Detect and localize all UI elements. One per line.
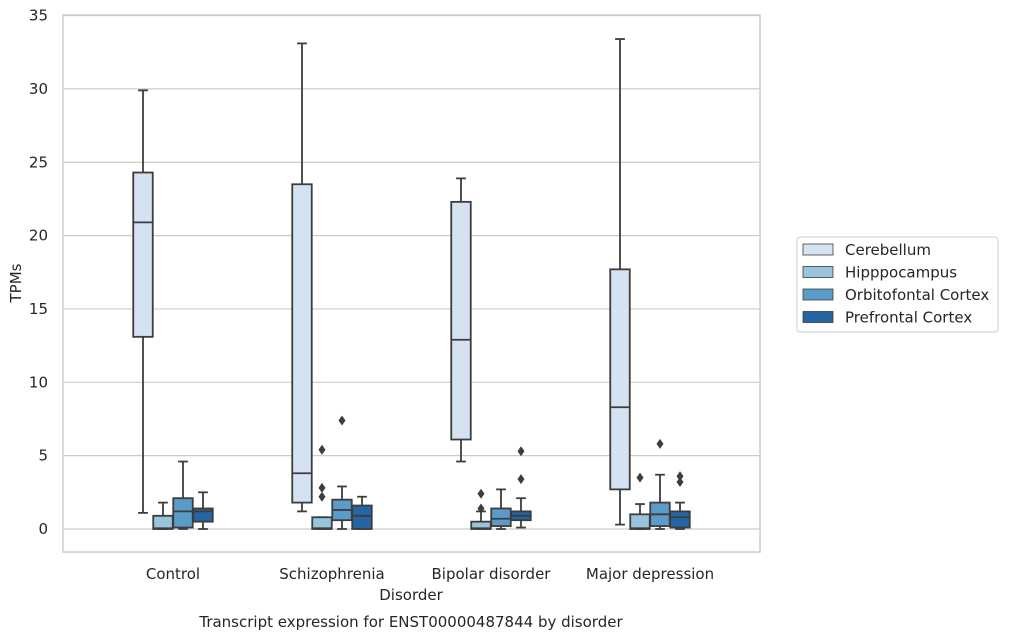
box-iqr [629,513,651,530]
box-3-1 [351,495,373,530]
outlier-point [338,415,346,426]
y-tick-label-15: 15 [29,300,48,318]
box-0-1 [291,42,313,513]
outlier-point [318,444,326,455]
outlier-point [517,474,525,485]
outlier-point [318,482,326,493]
x-tick-label-1: Schizophrenia [279,565,384,583]
y-tick-label-20: 20 [29,227,48,245]
legend-label-1: Hipppocampus [845,264,957,282]
outlier-point [477,488,485,499]
legend-swatch-0 [802,243,834,256]
legend-label-0: Cerebellum [845,241,931,259]
box-2-1 [331,415,353,530]
box-iqr [132,171,154,338]
outlier-point [676,477,684,488]
box-iqr [311,516,333,530]
box-iqr [192,507,214,523]
y-axis-label: TPMs [7,263,25,303]
box-iqr [291,183,313,504]
plot-frame [62,14,761,553]
box-2-0 [172,460,194,530]
y-tick-label-30: 30 [29,80,48,98]
legend-swatch-1 [802,266,834,278]
x-axis-label: Disorder [379,586,443,604]
boxes [132,38,691,530]
box-iqr [172,497,194,529]
box-1-1 [311,444,333,530]
box-1-2 [470,488,492,530]
legend-label-2: Orbitofontal Cortex [845,286,989,304]
y-tick-labels: 0 5 10 15 20 25 30 35 [29,7,48,538]
box-iqr [351,504,373,530]
gridlines [63,14,760,530]
legend-swatch-2 [802,288,834,301]
y-tick-label-5: 5 [38,447,48,465]
legend: Cerebellum Hipppocampus Orbitofontal Corte… [796,236,999,333]
box-iqr [669,510,691,529]
box-2-3 [649,438,671,530]
box-1-3 [629,472,651,530]
x-tick-label-3: Major depression [586,565,714,583]
y-tick-label-10: 10 [29,373,48,391]
chart-caption: Transcript expression for ENST0000048784… [198,613,623,631]
outlier-point [517,446,525,457]
y-tick-label-35: 35 [29,7,48,25]
box-iqr [152,514,174,530]
box-3-2 [510,446,532,529]
x-tick-label-0: Control [146,565,200,583]
box-0-3 [609,38,631,526]
y-tick-label-25: 25 [29,153,48,171]
box-iqr [450,200,472,441]
box-2-2 [490,488,512,530]
outlier-point [477,503,485,514]
box-iqr [490,507,512,527]
legend-frame [796,236,999,333]
box-1-0 [152,501,174,530]
outlier-point [676,471,684,482]
box-3-0 [192,491,214,530]
box-iqr [609,268,631,491]
x-tick-label-2: Bipolar disorder [432,565,552,583]
legend-swatch-3 [802,311,834,323]
legend-label-3: Prefrontal Cortex [845,309,972,327]
x-tick-labels: Control Schizophrenia Bipolar disorder Majo… [146,565,714,583]
box-0-0 [132,89,154,514]
box-3-3 [669,471,691,530]
box-0-2 [450,177,472,463]
outlier-point [318,491,326,502]
outlier-point [636,472,644,483]
y-tick-label-0: 0 [38,520,48,538]
outlier-point [656,438,664,449]
